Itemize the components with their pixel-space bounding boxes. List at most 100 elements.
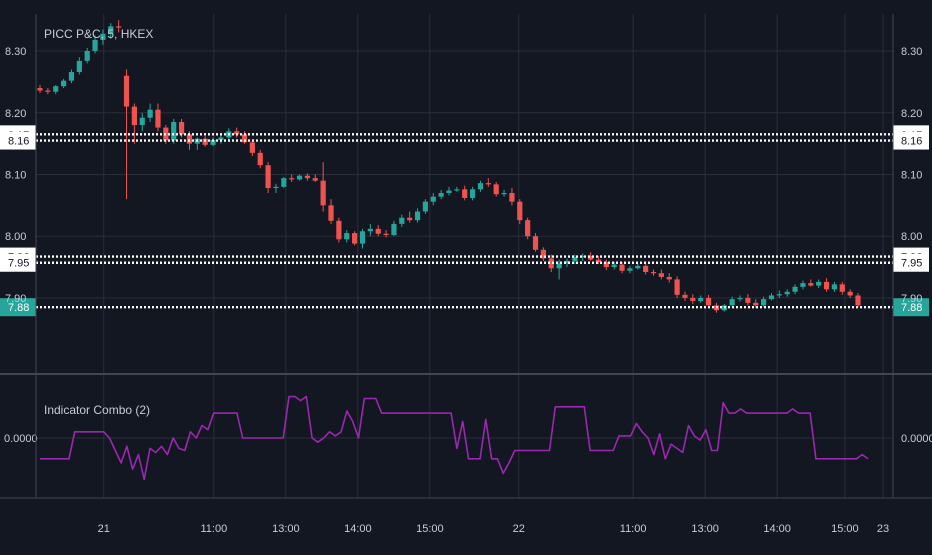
candle-body (414, 211, 421, 221)
candle-body (359, 231, 366, 244)
candle-body (658, 273, 664, 277)
candle-body (705, 297, 712, 306)
candle-body (580, 255, 586, 258)
chart-title: PICC P&C, 5, HKEX (44, 27, 153, 41)
candle-body (627, 268, 633, 271)
candle-body (234, 131, 240, 135)
candle-body (108, 26, 114, 34)
price-candles (37, 20, 861, 313)
candle-body (375, 228, 381, 234)
candle-body (116, 26, 122, 28)
y-tick-label-right: 7.90 (901, 293, 922, 305)
candle-body (430, 196, 436, 202)
horizontal-levels: 8.178.178.168.167.967.967.957.957.887.88 (0, 125, 929, 317)
y-tick-label-right: 8.30 (901, 46, 922, 58)
candle-body (336, 220, 342, 240)
candle-body (485, 183, 491, 185)
candle-body (202, 138, 208, 145)
y-tick-label-right: 8.20 (901, 108, 922, 120)
candle-body (123, 75, 130, 107)
candle-body (304, 175, 311, 179)
candle-body (768, 295, 775, 300)
candle-body (422, 201, 429, 212)
candle-body (281, 178, 287, 187)
candle-body (344, 233, 350, 240)
candle-body (595, 259, 602, 263)
indicator-y-tick-right: 0.0000 (901, 433, 932, 445)
level-label-left: 7.95 (8, 258, 29, 270)
candle-body (100, 33, 106, 40)
candle-body (155, 109, 161, 128)
level-label-right: 7.88 (901, 302, 922, 314)
candle-body (399, 217, 405, 224)
candle-body (352, 233, 358, 244)
x-tick-label: 14:00 (763, 523, 791, 535)
x-tick-label: 13:00 (691, 523, 719, 535)
candle-body (210, 139, 216, 145)
candle-body (45, 90, 51, 92)
candle-body (839, 284, 845, 292)
y-tick-label-left: 7.90 (5, 293, 26, 305)
level-badge-left (0, 253, 36, 272)
candle-body (501, 193, 507, 195)
candle-body (650, 272, 657, 274)
candle-body (729, 299, 735, 306)
level-label-left: 7.88 (8, 302, 29, 314)
candle-body (328, 205, 334, 221)
candle-body (289, 178, 295, 180)
candle-body (823, 281, 830, 290)
candle-body (296, 175, 303, 180)
candle-body (776, 294, 782, 296)
candle-body (800, 283, 806, 287)
candle-body (249, 142, 255, 153)
candle-body (37, 88, 43, 91)
candle-body (690, 297, 696, 302)
candle-body (186, 134, 193, 144)
candle-body (178, 122, 185, 135)
level-badge-left (0, 131, 36, 150)
level-label-left: 8.16 (8, 136, 29, 148)
x-tick-label: 23 (877, 523, 889, 535)
candle-body (383, 233, 389, 235)
candle-body (493, 184, 499, 195)
candle-body (391, 223, 397, 235)
candle-body (784, 291, 790, 295)
y-tick-label-right: 8.00 (901, 231, 922, 243)
candle-body (847, 291, 853, 296)
candle-body (831, 284, 838, 290)
candle-body (68, 72, 75, 81)
candle-body (241, 134, 248, 143)
candle-body (454, 189, 460, 191)
x-tick-label: 15:00 (416, 523, 444, 535)
candle-body (171, 122, 177, 141)
candle-body (312, 178, 318, 181)
candle-body (532, 236, 539, 250)
y-tick-label-left: 8.30 (5, 46, 26, 58)
level-label-right: 7.95 (901, 258, 922, 270)
candle-body (320, 180, 326, 206)
candle-body (92, 39, 98, 52)
candle-body (682, 294, 688, 298)
candle-body (509, 193, 515, 202)
candle-body (407, 217, 413, 221)
candle-body (84, 51, 90, 61)
candle-body (572, 257, 578, 261)
candle-body (761, 299, 767, 306)
level-badge-left (0, 298, 36, 317)
candle-body (517, 201, 523, 221)
y-tick-label-right: 8.10 (901, 169, 922, 181)
candle-body (666, 276, 672, 280)
candle-body (855, 295, 861, 306)
candle-body (446, 190, 452, 193)
candle-body (698, 297, 704, 302)
candle-body (753, 302, 759, 306)
candle-body (611, 264, 617, 268)
candle-body (477, 183, 484, 190)
candle-body (792, 286, 798, 292)
candle-body (635, 265, 641, 269)
axes: 8.30 8.30 8.20 8.20 8.10 8.10 8.00 8.00 7.90 7.90… (0, 14, 932, 535)
candle-body (556, 263, 562, 269)
y-tick-label-left: 8.10 (5, 169, 26, 181)
